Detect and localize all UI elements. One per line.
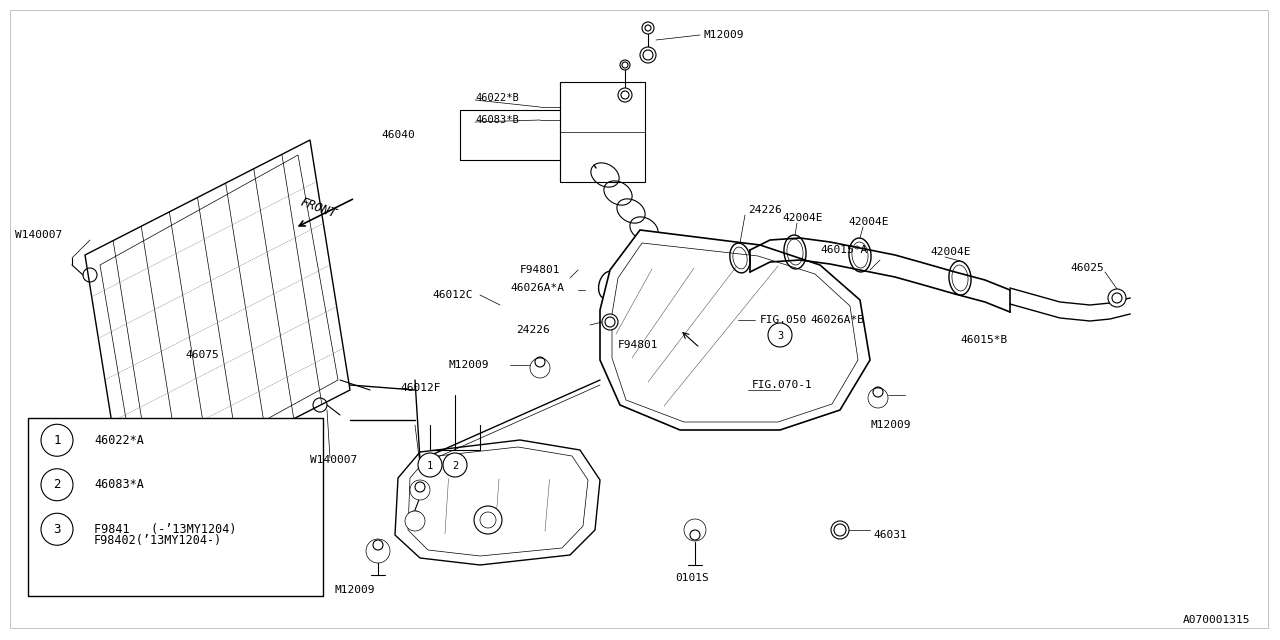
Circle shape — [684, 519, 707, 541]
Circle shape — [1108, 289, 1126, 307]
Text: 46083*A: 46083*A — [93, 478, 143, 492]
Text: 46015*B: 46015*B — [960, 335, 1007, 345]
Circle shape — [413, 483, 428, 497]
Circle shape — [687, 522, 703, 538]
Text: 3: 3 — [777, 331, 783, 341]
Circle shape — [41, 513, 73, 545]
Text: M12009: M12009 — [335, 585, 375, 595]
Text: 46015*A: 46015*A — [820, 245, 868, 255]
Text: 46025: 46025 — [1070, 263, 1103, 273]
Circle shape — [41, 424, 73, 456]
Circle shape — [443, 453, 467, 477]
Circle shape — [419, 453, 442, 477]
Text: FRONT: FRONT — [298, 195, 338, 221]
Circle shape — [602, 314, 618, 330]
Text: FIG.050: FIG.050 — [760, 315, 808, 325]
Circle shape — [530, 358, 550, 378]
Bar — [28, 418, 323, 596]
Text: F94801: F94801 — [618, 340, 658, 350]
Circle shape — [370, 540, 387, 556]
Circle shape — [41, 468, 73, 500]
Text: 46026A*B: 46026A*B — [810, 315, 864, 325]
Text: 46026A*A: 46026A*A — [509, 283, 564, 293]
Text: 2: 2 — [452, 461, 458, 471]
Circle shape — [643, 22, 654, 34]
Text: F9841   (-’13MY1204): F9841 (-’13MY1204) — [93, 523, 237, 536]
Circle shape — [618, 88, 632, 102]
Text: W140007: W140007 — [15, 230, 63, 240]
Circle shape — [366, 539, 390, 563]
Text: M12009: M12009 — [870, 420, 910, 430]
Text: 46031: 46031 — [873, 530, 906, 540]
Text: 46083*B: 46083*B — [475, 115, 518, 125]
Polygon shape — [600, 230, 870, 430]
Text: 24226: 24226 — [516, 325, 550, 335]
Text: 0101S: 0101S — [675, 573, 709, 583]
Circle shape — [404, 511, 425, 531]
Text: 1: 1 — [54, 434, 60, 447]
Text: W140007: W140007 — [310, 455, 357, 465]
Circle shape — [868, 388, 888, 408]
Text: 1: 1 — [426, 461, 433, 471]
Text: 42004E: 42004E — [849, 217, 888, 227]
Text: M12009: M12009 — [448, 360, 489, 370]
Text: 46022*A: 46022*A — [93, 434, 143, 447]
Circle shape — [410, 480, 430, 500]
Polygon shape — [396, 440, 600, 565]
Text: 46012C: 46012C — [433, 290, 472, 300]
Text: 46012F: 46012F — [401, 383, 440, 393]
Circle shape — [532, 358, 547, 372]
Circle shape — [870, 388, 884, 402]
Circle shape — [474, 506, 502, 534]
Text: FIG.070-1: FIG.070-1 — [753, 380, 813, 390]
Text: A070001315: A070001315 — [1183, 615, 1251, 625]
Text: 42004E: 42004E — [782, 213, 823, 223]
Circle shape — [768, 323, 792, 347]
Circle shape — [408, 511, 422, 525]
Text: 46040: 46040 — [381, 130, 415, 140]
Text: 46022*B: 46022*B — [475, 93, 518, 103]
Text: F98402(’13MY1204-): F98402(’13MY1204-) — [93, 534, 223, 547]
Circle shape — [835, 524, 846, 536]
Circle shape — [640, 47, 657, 63]
Text: F94801: F94801 — [520, 265, 561, 275]
Text: 2: 2 — [54, 478, 60, 492]
Text: 3: 3 — [54, 523, 60, 536]
Text: M12009: M12009 — [703, 30, 744, 40]
Circle shape — [480, 512, 497, 528]
Text: 46075: 46075 — [186, 350, 219, 360]
Circle shape — [620, 60, 630, 70]
Bar — [561, 82, 645, 182]
Text: 42004E: 42004E — [931, 247, 970, 257]
Text: 24226: 24226 — [748, 205, 782, 215]
